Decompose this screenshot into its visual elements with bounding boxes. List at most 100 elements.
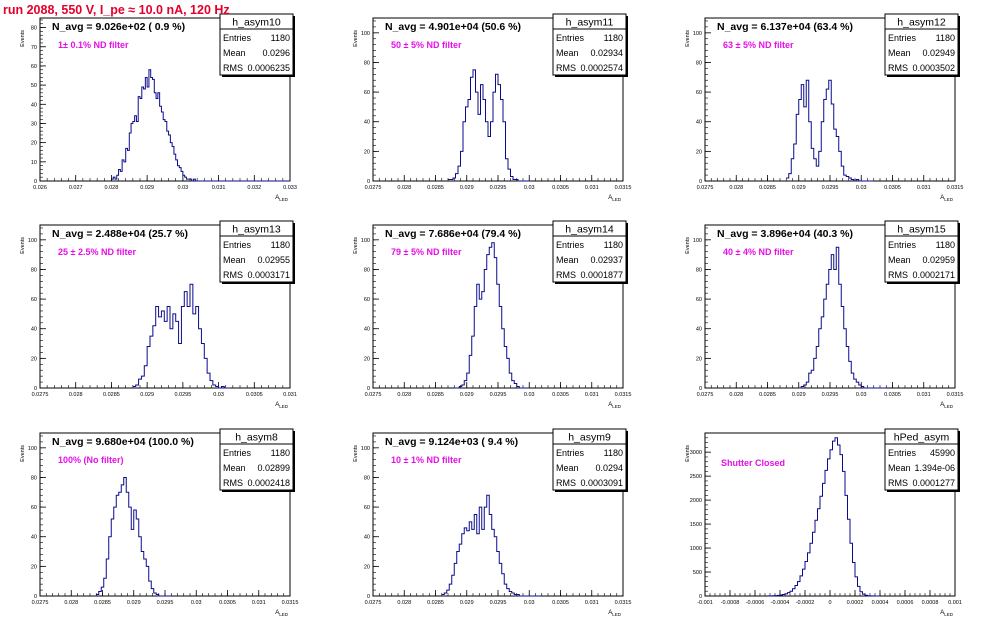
run-title: run 2088, 550 V, I_pe ≈ 10.0 nA, 120 Hz xyxy=(3,3,230,17)
stat-label-rms: RMS xyxy=(223,478,243,488)
stat-label-rms: RMS xyxy=(223,63,243,73)
stat-label-entries: Entries xyxy=(888,240,917,250)
x-tick-label: 0.03 xyxy=(524,600,535,606)
panel-h_asym10: 0 10 20 30 40 50 60 70 80 0.026 0.027 0.028 0.029 0.0… xyxy=(20,13,297,202)
x-axis-title: ALED xyxy=(608,402,622,409)
y-tick-label: 0 xyxy=(367,386,370,392)
stats-box: h_asym11 Entries 1180 Mean 0.02934 RMS 0.00025… xyxy=(552,13,628,77)
stats-box-frame xyxy=(552,13,627,76)
histogram-line xyxy=(767,437,880,597)
y-tick-label: 40 xyxy=(696,120,702,126)
x-tick-label: -0.0002 xyxy=(796,600,815,606)
x-tick-label: 0.031 xyxy=(585,185,599,191)
x-tick-label: 0.0295 xyxy=(157,600,174,606)
y-tick-label: 0 xyxy=(699,594,702,600)
stats-box-frame xyxy=(884,220,959,283)
y-tick-label: 60 xyxy=(696,90,702,96)
y-tick-label: 20 xyxy=(696,149,702,155)
y-tick-label: 100 xyxy=(28,238,37,244)
stat-value-entries: 1180 xyxy=(271,448,290,458)
y-tick-label: 2000 xyxy=(690,498,702,504)
y-tick-label: 80 xyxy=(31,475,37,481)
y-axis-title: Events xyxy=(685,445,691,462)
x-tick-label: 0.028 xyxy=(105,185,119,191)
stat-label-mean: Mean xyxy=(556,48,579,58)
stat-value-entries: 45990 xyxy=(930,448,955,458)
stat-label-mean: Mean xyxy=(223,463,246,473)
x-tick-label: 0.029 xyxy=(127,600,141,606)
x-tick-label: 0.028 xyxy=(397,600,411,606)
y-tick-label: 10 xyxy=(31,160,37,166)
y-tick-label: 50 xyxy=(31,83,37,89)
y-axis-title: Events xyxy=(685,30,691,47)
stat-value-rms: 0.0002418 xyxy=(247,478,290,488)
x-tick-label: 0.031 xyxy=(212,185,226,191)
stat-value-entries: 1180 xyxy=(271,33,290,43)
x-tick-label: 0.029 xyxy=(460,392,474,398)
stat-label-mean: Mean xyxy=(556,255,579,265)
y-tick-label: 60 xyxy=(364,90,370,96)
stat-label-entries: Entries xyxy=(556,33,585,43)
stat-value-mean: 0.02899 xyxy=(257,463,290,473)
histogram-line xyxy=(132,283,230,389)
x-tick-label: 0.0305 xyxy=(246,392,263,398)
stat-value-mean: 0.02934 xyxy=(590,48,623,58)
panel-h_asym14: 0 20 40 60 80 100 0.0275 0.028 0.0285 0.029 0.0295… xyxy=(353,220,631,409)
filter-note: 50 ± 5% ND filter xyxy=(391,40,462,50)
y-axis-title: Events xyxy=(353,30,359,47)
x-tick-label: 0.0305 xyxy=(884,392,901,398)
stats-box-frame xyxy=(552,220,627,283)
x-axis-title: ALED xyxy=(608,610,622,617)
stat-value-rms: 0.0002171 xyxy=(912,270,955,280)
panel-h_asym11: 0 20 40 60 80 100 0.0275 0.028 0.0285 0.029 0.0295… xyxy=(353,13,632,202)
x-tick-label: 0.0295 xyxy=(490,600,507,606)
x-tick-label: 0.0285 xyxy=(427,392,444,398)
header-background xyxy=(379,434,551,448)
stats-box: h_asym10 Entries 1180 Mean 0.0296 RMS 0.000623… xyxy=(219,13,295,77)
y-tick-label: 60 xyxy=(696,297,702,303)
stat-label-entries: Entries xyxy=(556,448,585,458)
header-label: N_avg = 3.896e+04 (40.3 %) xyxy=(717,228,853,240)
filter-note: 25 ± 2.5% ND filter xyxy=(58,247,136,257)
x-tick-label: 0.03 xyxy=(856,185,867,191)
x-tick-label: 0.001 xyxy=(948,600,962,606)
x-tick-label: 0.031 xyxy=(585,392,599,398)
x-tick-label: 0.026 xyxy=(33,185,47,191)
x-tick-label: 0.0285 xyxy=(759,392,776,398)
x-tick-label: 0.0285 xyxy=(427,185,444,191)
x-tick-label: 0.03 xyxy=(177,185,188,191)
x-tick-label: 0.0305 xyxy=(552,392,569,398)
stats-box: h_asym13 Entries 1180 Mean 0.02955 RMS 0.00031… xyxy=(219,220,295,284)
histogram-name: h_asym11 xyxy=(566,17,614,29)
x-tick-label: 0.028 xyxy=(397,392,411,398)
stat-value-mean: 1.394e-06 xyxy=(914,463,955,473)
stat-value-entries: 1180 xyxy=(604,33,623,43)
stats-box: h_asym12 Entries 1180 Mean 0.02949 RMS 0.00035… xyxy=(884,13,960,77)
histogram-line xyxy=(96,476,172,597)
x-tick-label: 0.0275 xyxy=(697,185,714,191)
x-tick-label: 0.031 xyxy=(283,392,297,398)
x-tick-label: 0.0295 xyxy=(490,185,507,191)
header-background xyxy=(711,226,883,240)
y-tick-label: 40 xyxy=(364,120,370,126)
y-tick-label: 20 xyxy=(364,356,370,362)
x-tick-label: 0.0002 xyxy=(847,600,864,606)
x-tick-label: 0.0315 xyxy=(615,185,632,191)
stat-value-mean: 0.02955 xyxy=(257,255,290,265)
x-tick-label: 0.0305 xyxy=(884,185,901,191)
filter-note: 10 ± 1% ND filter xyxy=(391,455,462,465)
y-tick-label: 60 xyxy=(31,505,37,511)
x-tick-label: 0.028 xyxy=(64,600,78,606)
stat-value-rms: 0.0003171 xyxy=(247,270,290,280)
stats-box-frame xyxy=(219,220,294,283)
histogram-name: h_asym15 xyxy=(897,224,946,236)
stat-value-entries: 1180 xyxy=(604,240,623,250)
y-axis-title: Events xyxy=(20,237,26,254)
x-tick-label: 0.0275 xyxy=(32,600,49,606)
header-label: N_avg = 9.680e+04 (100.0 %) xyxy=(52,436,194,448)
x-tick-label: 0.028 xyxy=(729,185,743,191)
y-tick-label: 0 xyxy=(34,179,37,185)
stat-value-rms: 0.0003091 xyxy=(580,478,623,488)
stat-value-entries: 1180 xyxy=(936,240,955,250)
